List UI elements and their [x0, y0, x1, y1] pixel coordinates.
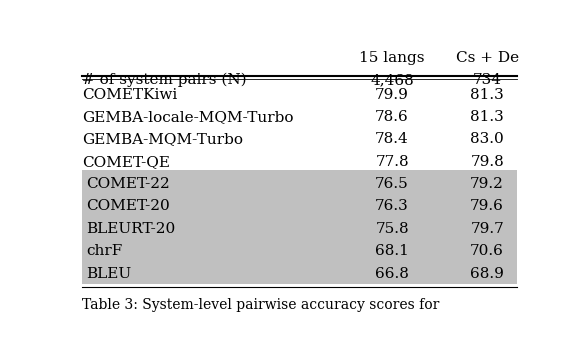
- Text: 77.8: 77.8: [376, 155, 409, 169]
- Text: Table 3: System-level pairwise accuracy scores for: Table 3: System-level pairwise accuracy …: [82, 298, 439, 312]
- Text: 76.5: 76.5: [375, 177, 409, 191]
- Text: BLEURT-20: BLEURT-20: [86, 222, 176, 236]
- Text: 78.4: 78.4: [375, 132, 409, 147]
- Text: COMET-QE: COMET-QE: [82, 155, 170, 169]
- Text: GEMBA-MQM-Turbo: GEMBA-MQM-Turbo: [82, 132, 243, 147]
- Text: 76.3: 76.3: [375, 199, 409, 213]
- Text: 79.2: 79.2: [470, 177, 504, 191]
- Text: 79.9: 79.9: [375, 88, 409, 102]
- Text: 75.8: 75.8: [376, 222, 409, 236]
- Text: COMET-22: COMET-22: [86, 177, 171, 191]
- Text: 68.1: 68.1: [375, 244, 409, 258]
- Text: 79.8: 79.8: [470, 155, 504, 169]
- Text: COMET-20: COMET-20: [86, 199, 171, 213]
- Text: BLEU: BLEU: [86, 267, 132, 280]
- FancyBboxPatch shape: [82, 170, 516, 284]
- Text: 68.9: 68.9: [470, 267, 504, 280]
- Text: 734: 734: [472, 73, 502, 87]
- Text: COMETKiwi: COMETKiwi: [82, 88, 178, 102]
- Text: 81.3: 81.3: [470, 88, 504, 102]
- Text: chrF: chrF: [86, 244, 123, 258]
- Text: 79.7: 79.7: [470, 222, 504, 236]
- Text: 81.3: 81.3: [470, 110, 504, 124]
- Text: 66.8: 66.8: [375, 267, 409, 280]
- Text: 15 langs: 15 langs: [359, 51, 425, 65]
- Text: 70.6: 70.6: [470, 244, 504, 258]
- Text: 78.6: 78.6: [375, 110, 409, 124]
- Text: 83.0: 83.0: [470, 132, 504, 147]
- Text: # of system pairs (N): # of system pairs (N): [82, 73, 246, 87]
- Text: 79.6: 79.6: [470, 199, 504, 213]
- Text: GEMBA-locale-MQM-Turbo: GEMBA-locale-MQM-Turbo: [82, 110, 294, 124]
- Text: Cs + De: Cs + De: [456, 51, 519, 65]
- Text: 4,468: 4,468: [370, 73, 414, 87]
